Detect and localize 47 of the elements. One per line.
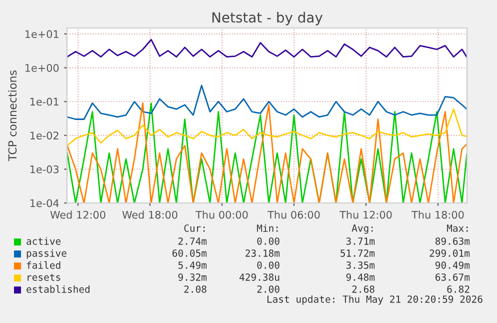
x-tick-label: Thu 06:00 xyxy=(268,210,320,219)
y-tick-label: 1e-01 xyxy=(30,98,58,106)
text: Cur: xyxy=(184,224,205,232)
y-axis-title: TCP connections xyxy=(8,70,17,162)
x-tick-label: Thu 18:00 xyxy=(412,210,464,219)
y-tick-label: 1e+01 xyxy=(25,30,58,38)
legend-label: established xyxy=(26,285,90,293)
x-tick-label: Wed 18:00 xyxy=(122,210,178,219)
y-tick-label: 1e-03 xyxy=(30,165,59,174)
text: 2.08 xyxy=(184,285,206,293)
text: Last update: Thu May 21 20:20:59 2026 xyxy=(267,295,482,305)
x-tick-label: Thu 00:00 xyxy=(196,210,248,219)
text: 2.00 xyxy=(257,285,280,293)
text: 9.32m xyxy=(178,273,207,281)
text: 5.49m xyxy=(178,261,207,269)
text: 3.71m xyxy=(346,237,375,245)
text: 51.72m xyxy=(340,249,375,257)
text: 63.67m xyxy=(436,273,470,281)
text: 89.63m xyxy=(436,237,470,245)
text: 299.01m xyxy=(430,249,470,257)
y-tick-label: 1e+00 xyxy=(25,64,59,72)
x-tick-label: Wed 12:00 xyxy=(50,210,106,219)
y-tick-label: 1e-04 xyxy=(30,199,59,208)
x-tick-label: Thu 12:00 xyxy=(340,210,392,219)
text: 3.35m xyxy=(346,261,375,269)
text: 90.49m xyxy=(435,261,470,269)
text: Min: xyxy=(256,224,278,232)
text: Max: xyxy=(446,224,468,232)
text: 6.82 xyxy=(447,285,470,293)
legend-label: resets xyxy=(28,274,60,281)
text: 0.00 xyxy=(257,237,280,245)
text: 9.48m xyxy=(346,273,375,281)
text: 2.74m xyxy=(178,237,207,245)
legend-label: failed xyxy=(26,261,60,269)
text: 0.00 xyxy=(257,261,280,269)
legend-label: active xyxy=(26,237,61,245)
text: 429.38u xyxy=(240,273,280,281)
legend-label: passive xyxy=(26,249,66,259)
y-tick-label: 1e-02 xyxy=(30,132,58,140)
line-series xyxy=(67,38,467,58)
text: 23.18m xyxy=(246,249,280,257)
text: 2.68 xyxy=(352,285,374,293)
line-series xyxy=(67,108,467,146)
text: 60.05m xyxy=(172,249,207,257)
line-series xyxy=(67,84,467,120)
chart-title: Netstat - by day xyxy=(212,12,323,26)
text: Avg: xyxy=(352,224,373,234)
